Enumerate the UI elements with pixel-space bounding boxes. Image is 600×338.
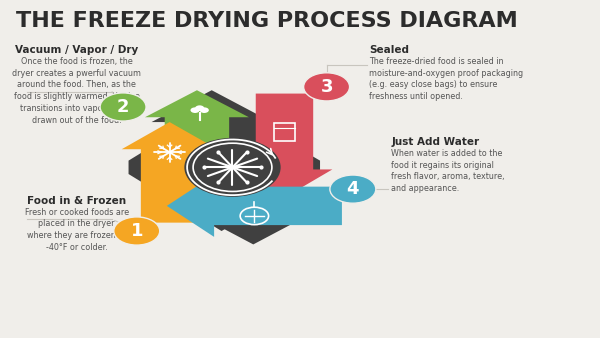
Circle shape (184, 138, 281, 197)
Text: Fresh or cooked foods are
placed in the dryer
where they are frozen to
-40°F or : Fresh or cooked foods are placed in the … (25, 208, 128, 252)
Polygon shape (145, 90, 249, 194)
Polygon shape (236, 94, 332, 197)
Text: Once the food is frozen, the
dryer creates a pwerful vacuum
around the food. The: Once the food is frozen, the dryer creat… (12, 57, 141, 125)
Text: 4: 4 (347, 180, 359, 198)
Text: Sealed: Sealed (369, 45, 409, 55)
Text: Just Add Water: Just Add Water (391, 137, 479, 147)
Polygon shape (193, 117, 313, 244)
Circle shape (100, 93, 146, 121)
Polygon shape (152, 90, 272, 218)
Circle shape (304, 73, 350, 101)
Circle shape (200, 107, 209, 113)
Circle shape (330, 175, 376, 203)
Text: THE FREEZE DRYING PROCESS DIAGRAM: THE FREEZE DRYING PROCESS DIAGRAM (16, 11, 518, 31)
Circle shape (190, 107, 200, 113)
Text: Food in & Frozen: Food in & Frozen (27, 196, 126, 206)
Text: 3: 3 (320, 78, 333, 96)
Polygon shape (128, 104, 320, 231)
Circle shape (195, 105, 204, 111)
Text: 2: 2 (117, 98, 130, 116)
Circle shape (114, 217, 160, 245)
Polygon shape (167, 175, 342, 237)
Polygon shape (122, 122, 217, 223)
Text: Vacuum / Vapor / Dry: Vacuum / Vapor / Dry (15, 45, 138, 55)
Text: When water is added to the
food it regains its original
fresh flavor, aroma, tex: When water is added to the food it regai… (391, 149, 505, 193)
Text: The freeze-dried food is sealed in
moisture-and-oxygen proof packaging
(e.g. eas: The freeze-dried food is sealed in moist… (369, 57, 523, 101)
Bar (274, 123, 295, 141)
Text: 1: 1 (130, 222, 143, 240)
